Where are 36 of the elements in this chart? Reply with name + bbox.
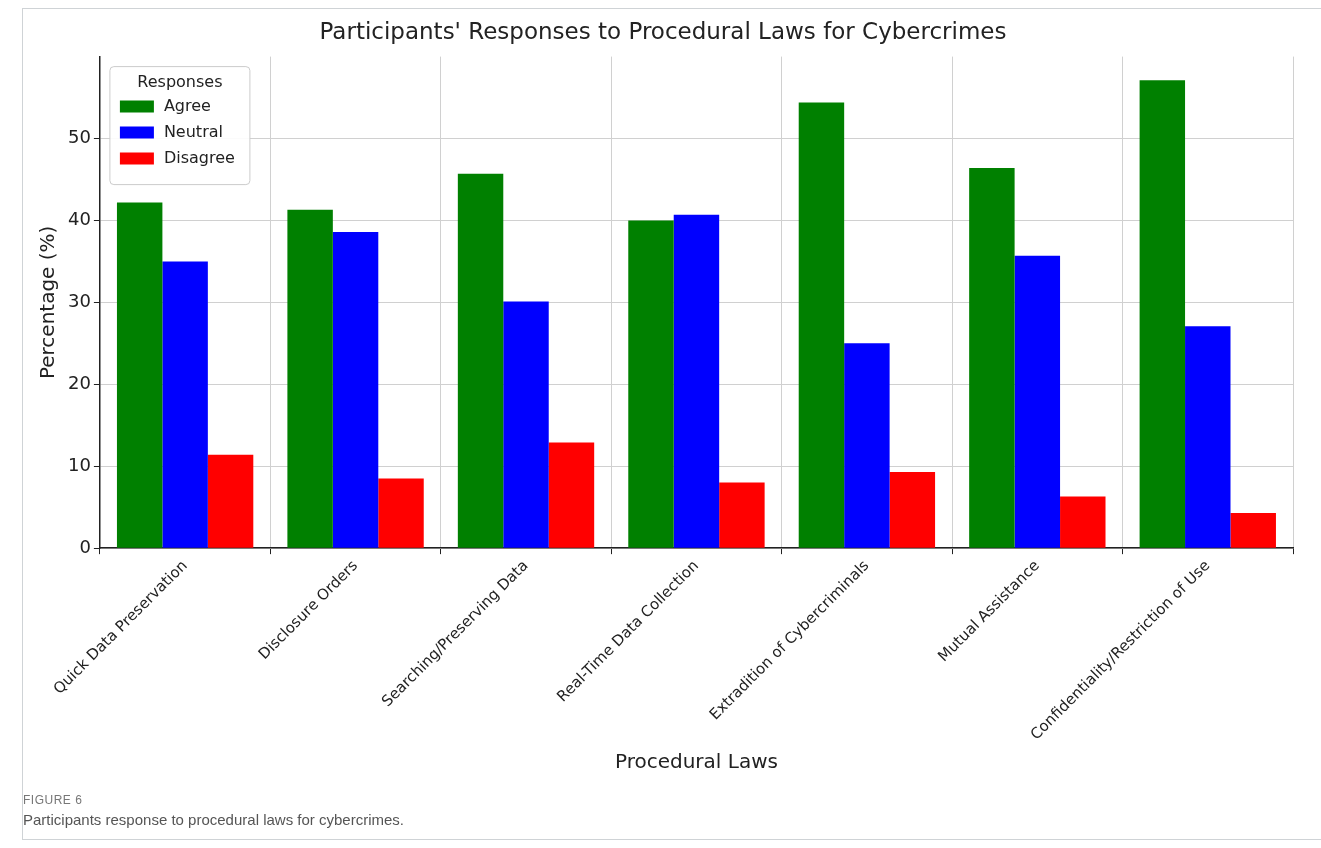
y-tick-label: 0 [79, 535, 91, 557]
caption: FIGURE 6 [23, 793, 84, 807]
bar [207, 454, 254, 548]
legend-title: Responses [137, 71, 223, 91]
x-axis-title: Procedural Laws [614, 749, 778, 774]
bar [1139, 80, 1186, 548]
bar [844, 343, 890, 548]
bar [1060, 496, 1106, 548]
bar [719, 482, 765, 548]
y-tick-label: 30 [68, 290, 91, 312]
bar [116, 202, 163, 548]
y-tick-label: 20 [68, 371, 91, 393]
y-axis-title: Percentage (%) [35, 225, 60, 380]
bar [548, 442, 595, 548]
bar [378, 478, 424, 548]
bar [162, 261, 208, 548]
legend-label: Agree [163, 95, 211, 115]
bar [503, 301, 549, 548]
bar [969, 168, 1015, 548]
bar [628, 220, 674, 548]
bar [457, 173, 504, 548]
bar [332, 231, 379, 548]
y-tick-label: 40 [68, 208, 91, 230]
y-tick-label: 50 [68, 126, 91, 148]
text: Participants response to procedural laws for cybercrimes. [23, 811, 404, 828]
bar [673, 214, 720, 548]
y-tick-label: 10 [68, 453, 91, 475]
bar [1014, 255, 1061, 548]
bar [889, 471, 936, 548]
bar [1230, 512, 1276, 548]
chart-title: Participants' Responses to Procedural Laws for Cybercrimes [319, 17, 1007, 44]
bar [287, 209, 333, 548]
legend-label: Disagree [163, 147, 235, 167]
legend-label: Neutral [163, 121, 223, 141]
bar [1185, 326, 1231, 548]
bar [798, 102, 845, 548]
